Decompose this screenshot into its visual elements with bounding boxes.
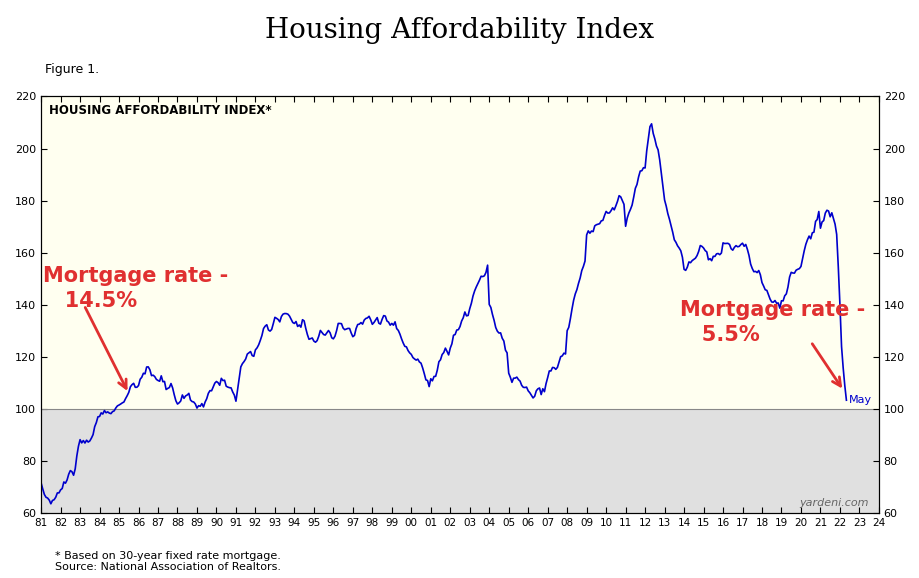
Text: Housing Affordability Index: Housing Affordability Index bbox=[266, 17, 653, 45]
Text: * Based on 30-year fixed rate mortgage.
Source: National Association of Realtors: * Based on 30-year fixed rate mortgage. … bbox=[55, 551, 281, 572]
Text: yardeni.com: yardeni.com bbox=[799, 498, 868, 508]
Bar bbox=[41, 409, 878, 513]
Text: HOUSING AFFORDABILITY INDEX*: HOUSING AFFORDABILITY INDEX* bbox=[49, 104, 271, 117]
Text: Mortgage rate -
   14.5%: Mortgage rate - 14.5% bbox=[43, 266, 228, 311]
Text: Mortgage rate -
   5.5%: Mortgage rate - 5.5% bbox=[679, 300, 865, 344]
Text: May: May bbox=[847, 395, 871, 405]
Text: Figure 1.: Figure 1. bbox=[45, 62, 99, 76]
